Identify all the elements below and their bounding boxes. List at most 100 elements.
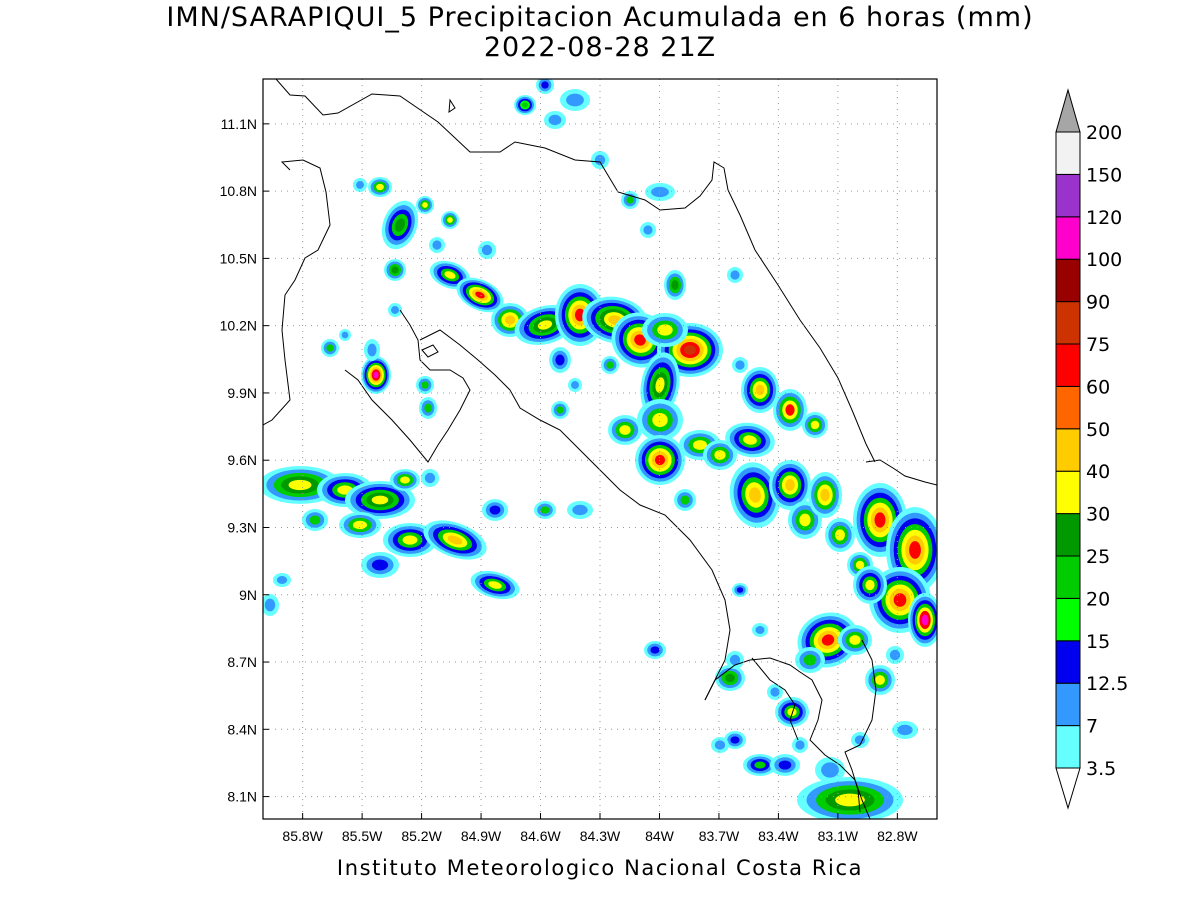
colorbar-label: 75 bbox=[1086, 334, 1110, 356]
precip-contour bbox=[566, 93, 584, 107]
precip-contour bbox=[729, 654, 741, 666]
lat-tick-label: 11.1N bbox=[221, 116, 257, 132]
nicoya-peninsula bbox=[344, 309, 471, 463]
precip-contour bbox=[849, 635, 861, 645]
precip-contour bbox=[743, 435, 757, 445]
colorbar-bin bbox=[1055, 216, 1081, 260]
colorbar-label: 12.5 bbox=[1086, 673, 1128, 695]
precip-contour bbox=[855, 560, 865, 570]
precip-contour bbox=[556, 406, 564, 414]
colorbar-label: 200 bbox=[1086, 122, 1122, 144]
precip-contour bbox=[799, 513, 811, 527]
footer-credit: Instituto Meteorologico Nacional Costa R… bbox=[336, 856, 864, 880]
lat-tick-label: 9.3N bbox=[227, 519, 257, 535]
lon-tick-label: 85.5W bbox=[342, 828, 383, 844]
precip-contour bbox=[921, 614, 929, 626]
precip-contour bbox=[795, 740, 805, 750]
inner-island bbox=[421, 344, 439, 358]
colorbar-label: 40 bbox=[1086, 461, 1110, 483]
precip-contour bbox=[643, 225, 653, 235]
precip-contour bbox=[606, 361, 614, 369]
colorbar-label: 3.5 bbox=[1086, 758, 1116, 780]
precip-contour bbox=[770, 687, 780, 697]
colorbar-bin bbox=[1055, 725, 1081, 769]
colorbar-legend: 3.5 7 12.5 15 20 25 30 40 50 60 75 90 100 120 150 200 bbox=[1055, 88, 1128, 810]
precip-contour bbox=[356, 181, 364, 189]
precip-contour bbox=[400, 476, 410, 484]
precip-contour bbox=[402, 535, 418, 545]
precip-contour bbox=[657, 324, 673, 336]
precip-contour bbox=[714, 450, 726, 460]
lon-tick-label: 84W bbox=[645, 828, 675, 844]
precip-contour bbox=[424, 403, 432, 413]
colorbar-bin bbox=[1055, 555, 1081, 599]
precip-contour bbox=[889, 649, 901, 661]
panama-border bbox=[865, 459, 937, 486]
precip-contour bbox=[264, 598, 276, 612]
lon-tick-label: 83.7W bbox=[699, 828, 740, 844]
colorbar-bin bbox=[1055, 173, 1081, 218]
lon-tick-label: 84.9W bbox=[461, 828, 502, 844]
nicaragua-lake-shore bbox=[275, 79, 729, 211]
precip-contour bbox=[373, 371, 379, 379]
lat-tick-label: 8.7N bbox=[227, 654, 257, 670]
lat-tick-label: 9.6N bbox=[227, 452, 257, 468]
colorbar-bin bbox=[1055, 385, 1081, 430]
precip-contour bbox=[821, 762, 839, 778]
precip-contour bbox=[540, 506, 550, 514]
precip-contour bbox=[652, 412, 668, 428]
precip-contour bbox=[655, 377, 665, 393]
precip-contour bbox=[391, 306, 399, 314]
colorbar-min-arrow bbox=[1055, 767, 1081, 810]
precip-contour bbox=[810, 420, 820, 430]
chart-title: IMN/SARAPIQUI_5 Precipitacion Acumulada … bbox=[166, 2, 1034, 33]
colorbar-label: 150 bbox=[1086, 164, 1122, 186]
colorbar-bin bbox=[1055, 428, 1081, 472]
precip-contour bbox=[692, 440, 708, 450]
precip-contour bbox=[376, 183, 384, 191]
golfo-dulce bbox=[751, 657, 799, 741]
precip-contour bbox=[651, 186, 669, 198]
precip-contour bbox=[650, 646, 660, 654]
colorbar-bin bbox=[1055, 131, 1081, 175]
small-island bbox=[448, 98, 456, 113]
precip-contour bbox=[865, 579, 875, 591]
colorbar-label: 60 bbox=[1086, 376, 1110, 398]
precip-contour bbox=[785, 404, 795, 416]
precip-contour bbox=[432, 240, 442, 250]
precip-contour bbox=[749, 487, 761, 503]
precip-contour bbox=[897, 724, 913, 736]
precip-contour bbox=[735, 360, 745, 370]
precip-contour bbox=[504, 315, 516, 325]
colorbar-bin bbox=[1055, 258, 1081, 303]
colorbar-label: 90 bbox=[1086, 292, 1110, 314]
colorbar-label: 20 bbox=[1086, 588, 1110, 610]
burica-border bbox=[844, 639, 877, 813]
precip-contour bbox=[541, 81, 549, 89]
precip-contour bbox=[754, 761, 766, 769]
graticule-grid bbox=[263, 79, 937, 819]
precip-contour bbox=[475, 291, 485, 299]
precip-contour bbox=[424, 472, 436, 484]
precip-contour bbox=[367, 343, 377, 357]
precip-contour bbox=[835, 529, 845, 541]
precip-contour bbox=[555, 354, 565, 366]
precip-contour bbox=[787, 707, 797, 717]
precip-contour bbox=[909, 541, 921, 559]
lat-tick-label: 9N bbox=[239, 587, 257, 603]
precipitation-field bbox=[263, 79, 937, 819]
precip-contour bbox=[680, 495, 690, 505]
precip-contour bbox=[684, 345, 696, 355]
lon-tick-label: 83.1W bbox=[818, 828, 859, 844]
precip-contour bbox=[276, 576, 288, 584]
precip-contour bbox=[572, 504, 588, 516]
lon-tick-label: 83.4W bbox=[758, 828, 799, 844]
precip-contour bbox=[874, 512, 886, 528]
colorbar-bin bbox=[1055, 682, 1081, 727]
lon-tick-label: 85.8W bbox=[282, 828, 323, 844]
lat-tick-label: 10.2N bbox=[220, 318, 257, 334]
precip-contour bbox=[447, 535, 463, 545]
lat-tick-label: 8.4N bbox=[227, 721, 257, 737]
osa-peninsula bbox=[704, 657, 871, 819]
